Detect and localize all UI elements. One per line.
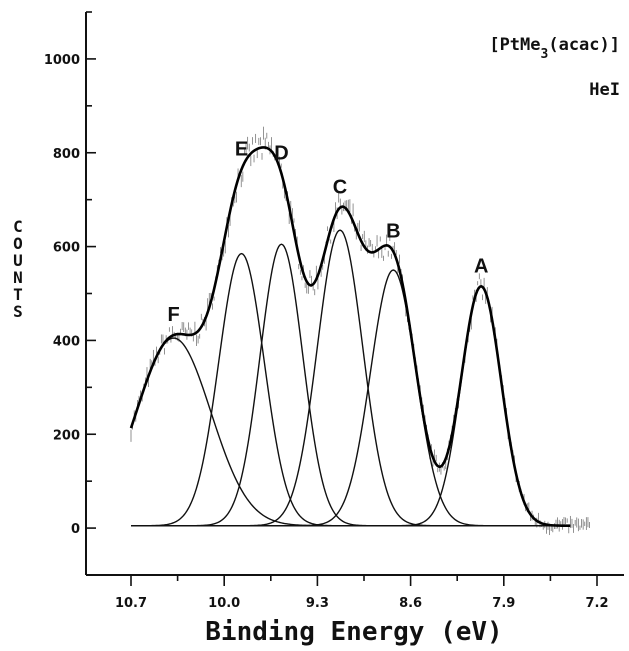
x-tick-label: 10.0 [208, 596, 240, 611]
x-axis-label: Binding Energy (eV) [205, 617, 502, 647]
peak-label-B: B [386, 220, 400, 242]
y-tick-label: 200 [53, 428, 80, 443]
component-E [131, 252, 571, 527]
peak-label-C: C [333, 177, 347, 199]
peak-label-F: F [167, 304, 179, 326]
y-tick-label: 400 [53, 334, 80, 349]
x-tick-label: 9.3 [306, 596, 329, 611]
y-tick-label: 1000 [44, 53, 80, 68]
x-axis-ticks: 10.7 10.0 9.3 8.6 7.9 7.2 [115, 575, 609, 611]
y-tick-label: 0 [71, 522, 80, 537]
compound-annotation: [PtMe3(acac)] [489, 35, 620, 62]
envelope-curve [129, 146, 571, 528]
fitted-components [130, 229, 571, 527]
source-annotation: HeI [589, 80, 620, 100]
envelope-group [129, 146, 571, 528]
x-tick-label: 10.7 [115, 596, 147, 611]
peak-label-D: D [274, 143, 288, 165]
y-tick-label: 800 [53, 147, 80, 162]
peak-labels: A B C D E F [167, 138, 488, 326]
x-tick-label: 7.9 [492, 596, 515, 611]
component-F [130, 337, 571, 527]
x-tick-label: 7.2 [585, 596, 608, 611]
y-axis-ticks: 0 200 400 600 800 1000 [44, 11, 96, 576]
x-tick-label: 8.6 [399, 596, 422, 611]
y-tick-label: 600 [53, 241, 80, 256]
peak-label-A: A [474, 255, 488, 277]
peak-label-E: E [235, 138, 248, 160]
